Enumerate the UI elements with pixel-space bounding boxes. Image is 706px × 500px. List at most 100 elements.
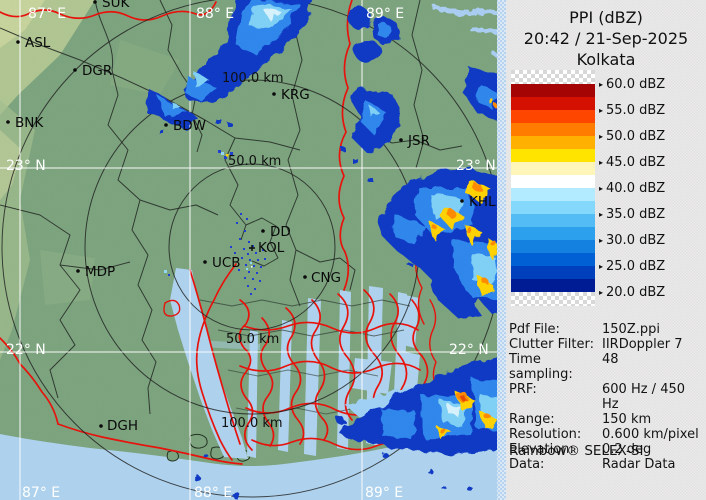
city-label-asl: ASL (25, 35, 51, 51)
legend-label: ▸ 40.0 dBZ (599, 181, 665, 196)
scan-info-table: Pdf File: 150Z.ppi Clutter Filter: IIRDoppl… (509, 322, 705, 472)
info-label: Clutter Filter: (509, 337, 594, 352)
city-label-kol: KOL (258, 240, 285, 256)
longitude-label: 88° E (196, 6, 234, 22)
info-label: Range: (509, 412, 555, 427)
city-dot-icon (16, 40, 20, 44)
legend-band (511, 240, 595, 253)
longitude-label: 88° E (194, 485, 232, 500)
radar-map-canvas: 100.0 km 50.0 km 50.0 km 100.0 km SUK ASL DGR… (0, 0, 506, 500)
city-label-dgr: DGR (82, 63, 112, 79)
product-title: PPI (dBZ) (569, 8, 643, 27)
info-value: 0.600 km/pixel (602, 427, 699, 442)
legend-label: ▸ 55.0 dBZ (599, 102, 666, 118)
range-ring-label: 100.0 km (222, 71, 284, 86)
legend-tick-arrow-icon: ▸ (599, 183, 604, 193)
legend-label: ▸ 45.0 dBZ (599, 154, 666, 170)
info-value: 150 km (602, 412, 652, 427)
info-value: 48 (602, 352, 619, 367)
city-label-bdw: BDW (173, 118, 206, 134)
legend-tick-arrow-icon: ▸ (599, 287, 604, 297)
range-ring-label: 50.0 km (226, 332, 279, 347)
legend-band (511, 149, 595, 162)
city-dot-icon (93, 0, 97, 4)
city-dot-icon (261, 229, 265, 233)
reflectivity-legend: ▸ 60.0 dBZ ▸ 55.0 dBZ ▸ 50.0 dBZ ▸ 45.0 dBZ ▸ 40.… (511, 70, 701, 306)
legend-band (511, 266, 595, 279)
legend-label-text: 45.0 dBZ (606, 154, 666, 170)
legend-checker-top (511, 70, 595, 84)
city-label-jsr: JSR (407, 133, 430, 149)
legend-band (511, 136, 595, 149)
legend-label-text: 55.0 dBZ (606, 102, 666, 118)
legend-band (511, 84, 595, 97)
legend-band (511, 123, 595, 136)
legend-label-text: 50.0 dBZ (606, 128, 666, 144)
city-dot-icon (203, 260, 207, 264)
legend-label-text: 30.0 dBZ (606, 232, 666, 248)
legend-band (511, 279, 595, 292)
software-brand: Rainbow® SELEX-SI (509, 443, 644, 459)
legend-tick-arrow-icon: ▸ (599, 79, 604, 89)
legend-tick-arrow-icon: ▸ (599, 261, 604, 271)
legend-label-text: 60.0 dBZ (606, 76, 666, 92)
latitude-label: 23° N (6, 158, 46, 174)
legend-label: ▸ 60.0 dBZ (599, 76, 666, 92)
legend-label-text: 25.0 dBZ (606, 258, 666, 274)
city-dot-icon (164, 123, 168, 127)
info-label: Data: (509, 457, 545, 472)
legend-band (511, 110, 595, 123)
city-dot-icon (76, 269, 80, 273)
legend-band (511, 201, 595, 214)
legend-label: ▸ 20.0 dBZ (599, 284, 666, 300)
city-label-krg: KRG (281, 87, 310, 103)
city-dot-icon (399, 138, 403, 142)
legend-label-text: 20.0 dBZ (606, 284, 666, 300)
legend-band (511, 162, 595, 175)
city-label-khl: KHL (469, 194, 496, 210)
city-dot-icon (303, 275, 307, 279)
longitude-label: 87° E (28, 6, 66, 22)
radar-map: 100.0 km 50.0 km 50.0 km 100.0 km SUK ASL DGR… (0, 0, 506, 500)
dither-texture (0, 0, 497, 500)
legend-color-bar (511, 70, 595, 306)
range-ring-label: 100.0 km (221, 416, 283, 431)
legend-tick-arrow-icon: ▸ (599, 131, 604, 141)
info-value: IIRDoppler 7 (602, 337, 683, 352)
city-dot-icon (460, 199, 464, 203)
legend-band (511, 97, 595, 110)
city-label-dgh: DGH (107, 418, 138, 434)
legend-band (511, 227, 595, 240)
scan-datetime: 20:42 / 21-Sep-2025 (523, 29, 689, 48)
info-label: Elevation: (509, 442, 574, 457)
longitude-label: 89° E (366, 6, 404, 22)
latitude-label: 22° N (6, 342, 46, 358)
longitude-label: 87° E (22, 485, 60, 500)
longitude-label: 89° E (365, 485, 403, 500)
city-dot-icon (6, 120, 10, 124)
legend-tick-arrow-icon: ▸ (599, 235, 604, 245)
city-dot-icon (99, 424, 103, 428)
info-panel: PPI (dBZ) 20:42 / 21-Sep-2025 Kolkata ▸ 6… (506, 0, 706, 500)
latlon-labels: 87° E 88° E 89° E 87° E 88° E 89° E 23° N 23° N… (6, 6, 496, 500)
legend-checker-bottom (511, 292, 595, 306)
legend-label: ▸ 30.0 dBZ (599, 232, 666, 248)
station-name: Kolkata (576, 50, 636, 69)
legend-label: ▸ 35.0 dBZ (599, 206, 666, 222)
legend-band (511, 175, 595, 188)
legend-label-text: 35.0 dBZ (606, 206, 666, 222)
radar-site-cross-icon (249, 245, 255, 251)
info-label: PRF: (509, 382, 537, 397)
legend-label: ▸ 25.0 dBZ (599, 258, 666, 274)
legend-tick-arrow-icon: ▸ (599, 157, 604, 167)
city-label-bnk: BNK (15, 115, 44, 131)
info-value: 150Z.ppi (602, 322, 660, 337)
legend-tick-arrow-icon: ▸ (599, 105, 604, 115)
range-ring-label: 50.0 km (228, 154, 281, 169)
latitude-label: 23° N (456, 158, 496, 174)
title-block: PPI (dBZ) 20:42 / 21-Sep-2025 Kolkata (506, 7, 706, 70)
info-label: Time sampling: (509, 352, 573, 382)
city-dot-icon (272, 92, 276, 96)
